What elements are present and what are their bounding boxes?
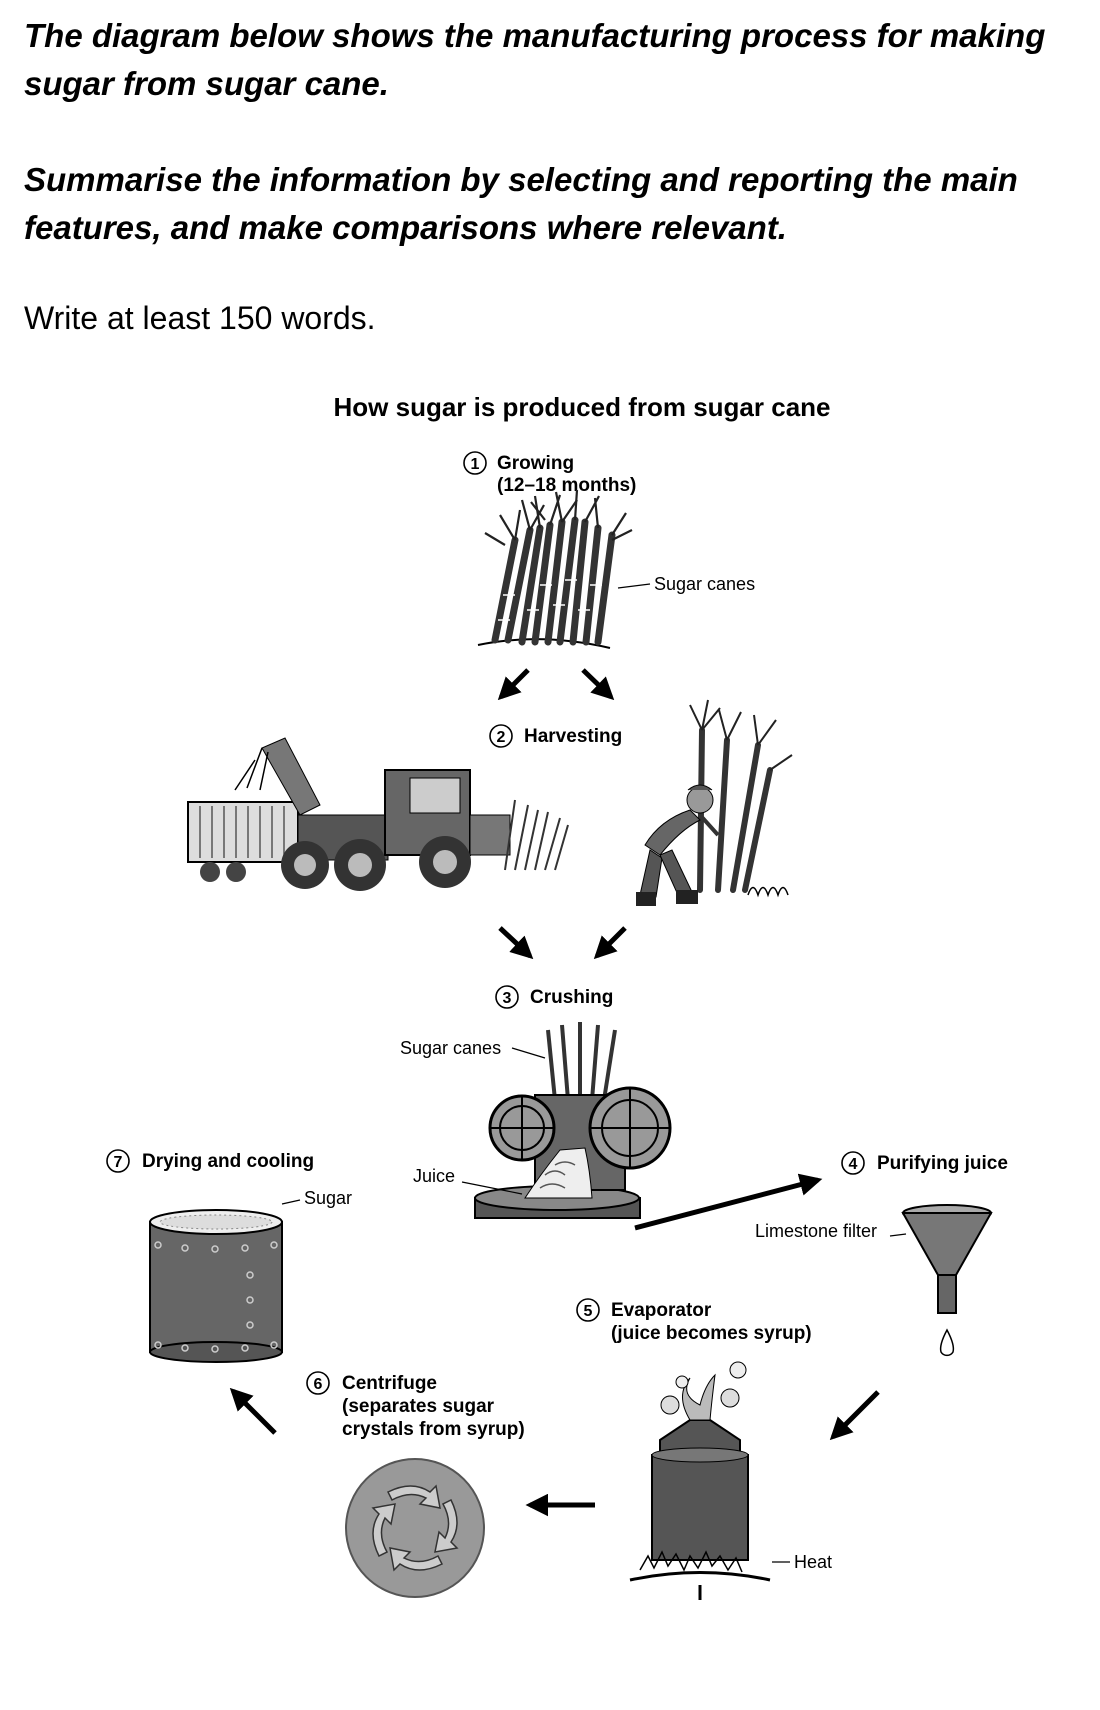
step-number: 4 bbox=[849, 1156, 858, 1173]
arrow-growing-to-manual bbox=[581, 668, 615, 701]
step-number-badge bbox=[463, 451, 487, 475]
arrow-purifying-to-evaporator bbox=[829, 1390, 880, 1441]
task-instruction: Summarise the information by selecting a… bbox=[24, 161, 1018, 246]
step-number-badge bbox=[495, 985, 519, 1009]
step-harvesting: 2 Harvesting bbox=[489, 724, 622, 748]
step-label: Crushing bbox=[530, 987, 613, 1008]
sugar-cane-field-illustration: Sugar canes bbox=[477, 489, 755, 649]
step-label: Purifying juice bbox=[877, 1153, 1008, 1174]
manual-harvest-worker-illustration bbox=[636, 699, 793, 906]
centrifuge-illustration bbox=[345, 1458, 485, 1598]
step-number: 3 bbox=[503, 990, 512, 1007]
crushing-mill-illustration: Sugar canes Juice bbox=[400, 1022, 672, 1219]
step-evaporator: 5 Evaporator (juice becomes syrup) bbox=[576, 1298, 812, 1344]
step-centrifuge: 6 Centrifuge (separates sugar crystals f… bbox=[306, 1371, 525, 1440]
word-requirement: Write at least 150 words. bbox=[24, 300, 376, 336]
step-number: 2 bbox=[497, 729, 506, 746]
limestone-filter-funnel-illustration: Limestone filter bbox=[755, 1204, 993, 1357]
diagram-title: How sugar is produced from sugar cane bbox=[334, 392, 831, 422]
step-sublabel: (12–18 months) bbox=[497, 475, 636, 496]
evaporator-illustration: Heat bbox=[629, 1361, 832, 1600]
callout-juice: Juice bbox=[413, 1166, 455, 1186]
step-label: Growing bbox=[497, 453, 574, 474]
step-number-badge bbox=[306, 1371, 330, 1395]
step-label: Harvesting bbox=[524, 726, 622, 747]
arrow-centrifuge-to-drying bbox=[229, 1387, 277, 1435]
step-sublabel: (separates sugar bbox=[342, 1396, 495, 1417]
callout-limestone-filter: Limestone filter bbox=[755, 1221, 877, 1241]
harvester-machine-illustration bbox=[187, 737, 569, 891]
step-number: 6 bbox=[314, 1376, 323, 1393]
step-number: 5 bbox=[584, 1303, 593, 1320]
step-number: 7 bbox=[114, 1154, 123, 1171]
step-drying-and-cooling: 7 Drying and cooling bbox=[106, 1149, 314, 1173]
step-number-badge bbox=[106, 1149, 130, 1173]
callout-sugar: Sugar bbox=[304, 1188, 352, 1208]
step-number-badge bbox=[576, 1298, 600, 1322]
step-number-badge bbox=[489, 724, 513, 748]
step-sublabel: (juice becomes syrup) bbox=[611, 1323, 812, 1344]
step-purifying-juice: 4 Purifying juice bbox=[841, 1151, 1008, 1175]
callout-sugar-canes: Sugar canes bbox=[400, 1038, 501, 1058]
step-crushing: 3 Crushing bbox=[495, 985, 613, 1009]
step-growing: 1 Growing (12–18 months) bbox=[463, 451, 636, 496]
arrow-growing-to-machine bbox=[497, 668, 530, 701]
step-sublabel: crystals from syrup) bbox=[342, 1419, 525, 1440]
callout-sugar-canes: Sugar canes bbox=[654, 574, 755, 594]
callout-heat: Heat bbox=[794, 1552, 832, 1572]
step-label: Drying and cooling bbox=[142, 1151, 314, 1172]
step-number-badge bbox=[841, 1151, 865, 1175]
step-label: Centrifuge bbox=[342, 1373, 437, 1394]
step-label: Evaporator bbox=[611, 1300, 712, 1321]
task-description: The diagram below shows the manufacturin… bbox=[24, 17, 1046, 102]
arrow-manual-to-crushing bbox=[593, 926, 627, 960]
step-number: 1 bbox=[471, 456, 480, 473]
arrow-crushing-to-purifying bbox=[634, 1173, 823, 1231]
drying-drum-illustration: Sugar bbox=[149, 1188, 352, 1363]
arrow-machine-to-crushing bbox=[498, 926, 534, 960]
